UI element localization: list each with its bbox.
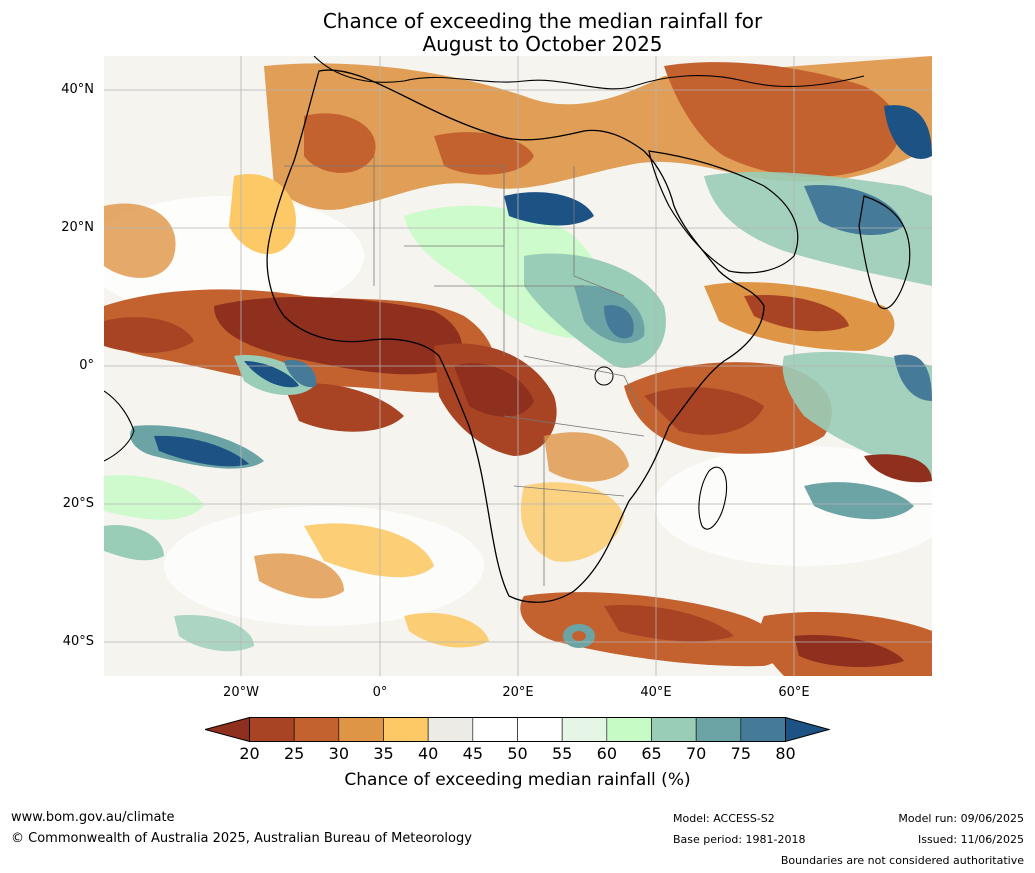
colorbar-tick-label: 50 — [507, 744, 528, 763]
colorbar-tick-label: 45 — [462, 744, 483, 763]
issued-text: Issued: 11/06/2025 — [917, 833, 1024, 846]
colorbar-cell — [383, 717, 429, 742]
website-link[interactable]: www.bom.gov.au/climate — [11, 810, 175, 825]
lat-label-0: 0° — [79, 358, 94, 373]
lat-label-40n: 40°N — [61, 82, 94, 97]
colorbar — [205, 717, 830, 743]
colorbar-cell — [338, 717, 384, 742]
lon-label-60e: 60°E — [778, 685, 810, 700]
colorbar-cell — [561, 717, 608, 742]
colorbar-tick-label: 75 — [730, 744, 751, 763]
lon-label-20w: 20°W — [223, 685, 259, 700]
colorbar-cell — [651, 717, 697, 742]
title-line-1: Chance of exceeding the median rainfall … — [322, 9, 763, 33]
map-title: Chance of exceeding the median rainfall … — [0, 10, 1035, 56]
colorbar-cell — [293, 717, 340, 742]
colorbar-cell — [427, 717, 474, 742]
lat-label-40s: 40°S — [62, 634, 94, 649]
colorbar-cell — [517, 717, 563, 742]
colorbar-tick-label: 55 — [551, 744, 573, 763]
model-run-text: Model run: 09/06/2025 — [898, 812, 1024, 825]
colorbar-tick-label: 25 — [283, 744, 305, 763]
colorbar-label: Chance of exceeding median rainfall (%) — [344, 770, 691, 790]
lat-label-20s: 20°S — [62, 496, 94, 511]
disclaimer-text: Boundaries are not considered authoritat… — [780, 854, 1024, 867]
colorbar-extend-high — [785, 717, 830, 743]
colorbar-tick-label: 40 — [417, 744, 439, 763]
colorbar-tick-label: 70 — [685, 744, 707, 763]
lat-label-20n: 20°N — [61, 220, 94, 235]
colorbar-cell — [606, 717, 652, 742]
title-line-2: August to October 2025 — [422, 32, 663, 56]
colorbar-tick-label: 65 — [641, 744, 662, 763]
colorbar-tick-label: 30 — [328, 744, 349, 763]
colorbar-tick-label: 80 — [775, 744, 796, 763]
lon-label-20e: 20°E — [502, 685, 534, 700]
colorbar-cell — [249, 717, 295, 742]
rainfall-probability-map — [104, 56, 932, 676]
colorbar-tick-label: 60 — [596, 744, 617, 763]
colorbar-cell — [472, 717, 518, 742]
colorbar-tick-label: 35 — [373, 744, 394, 763]
colorbar-cell — [695, 717, 742, 742]
colorbar-tick-label: 20 — [239, 744, 260, 763]
colorbar-cell — [740, 717, 786, 742]
model-text: Model: ACCESS-S2 — [673, 812, 775, 825]
copyright-text: © Commonwealth of Australia 2025, Austra… — [11, 831, 472, 846]
colorbar-extend-low — [205, 717, 250, 743]
base-period-text: Base period: 1981-2018 — [673, 833, 806, 846]
lon-label-0: 0° — [372, 685, 388, 700]
lon-label-40e: 40°E — [640, 685, 672, 700]
